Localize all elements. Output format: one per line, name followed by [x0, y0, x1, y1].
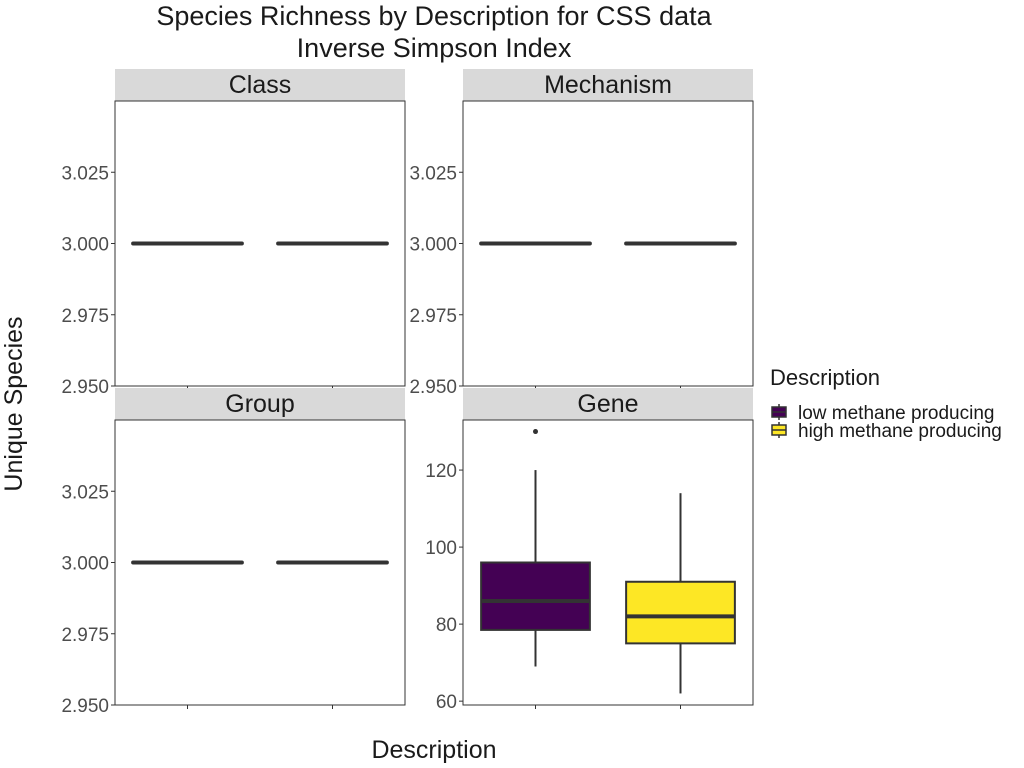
facet-strip-label: Group [225, 390, 294, 418]
y-tick-label: 2.950 [61, 696, 109, 717]
legend-label: high methane producing [798, 421, 1002, 442]
outlier-point [533, 429, 538, 435]
legend-title: Description [770, 365, 880, 390]
facet-strip [463, 69, 753, 101]
chart-subtitle: Inverse Simpson Index [297, 33, 572, 63]
box-high-methane [625, 493, 736, 694]
facet-panel: Group 3.025 3.000 2.975 2.950 [61, 388, 406, 717]
box-body [625, 580, 736, 645]
y-tick-label: 2.975 [61, 625, 109, 646]
y-tick-label: 60 [436, 692, 457, 713]
y-tick-label: 3.025 [61, 482, 109, 503]
y-tick-label: 2.975 [409, 306, 457, 327]
y-tick-label: 3.025 [61, 163, 109, 184]
facet-panel: Class 3.025 3.000 2.975 2.950 [61, 69, 406, 398]
y-tick-label: 3.025 [409, 163, 457, 184]
facet-strip-label: Gene [577, 390, 638, 418]
y-tick-label: 3.000 [61, 235, 109, 256]
x-axis-title: Description [371, 736, 496, 764]
facet-strip [463, 388, 753, 420]
facet-panels: Class 3.025 3.000 2.975 2.950 Mechanism 3.025 3… [61, 69, 754, 717]
facet-panel: Gene 120 100 80 60 [425, 388, 754, 713]
y-tick-label: 2.975 [61, 306, 109, 327]
legend-entry: low methane producing [771, 403, 994, 424]
y-tick-label: 3.000 [61, 554, 109, 575]
y-axis-title: Unique Species [0, 316, 28, 491]
facet-panel: Mechanism 3.025 3.000 2.975 2.950 [409, 69, 754, 398]
box-body [480, 561, 591, 631]
chart-title: Species Richness by Description for CSS … [156, 1, 712, 31]
y-tick-label: 120 [425, 461, 457, 482]
facet-strip [115, 388, 405, 420]
y-tick-label: 2.950 [61, 377, 109, 398]
y-tick-label: 2.950 [409, 377, 457, 398]
y-tick-label: 80 [436, 615, 457, 636]
facet-strip-label: Class [229, 71, 292, 99]
legend-entry: high methane producing [771, 421, 1002, 442]
y-tick-label: 3.000 [409, 235, 457, 256]
box-low-methane [480, 429, 591, 667]
y-tick-label: 100 [425, 538, 457, 559]
facet-strip [115, 69, 405, 101]
facet-strip-label: Mechanism [544, 71, 672, 99]
legend-label: low methane producing [798, 403, 994, 424]
